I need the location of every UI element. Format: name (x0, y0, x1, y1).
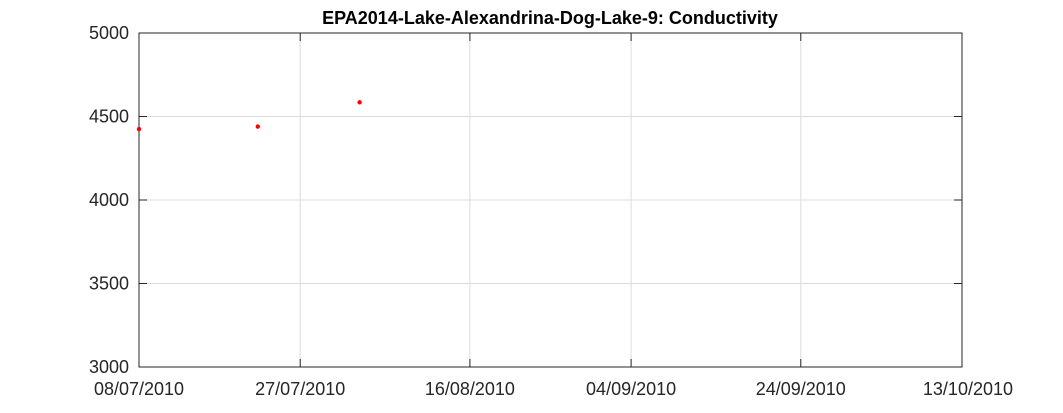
y-tick-labels: 3000 3500 4000 4500 5000 (89, 23, 129, 377)
data-point (357, 100, 362, 105)
x-tick-labels: 08/07/2010 27/07/2010 16/08/2010 04/09/2010… (94, 379, 1013, 399)
x-tick-label: 24/09/2010 (756, 379, 846, 399)
data-points (136, 100, 362, 132)
y-tick-label: 4000 (89, 190, 129, 210)
chart-title: EPA2014-Lake-Alexandrina-Dog-Lake-9: Con… (322, 8, 778, 28)
y-tick-label: 3500 (89, 274, 129, 294)
x-tick-label: 04/09/2010 (586, 379, 676, 399)
ticks (138, 32, 963, 368)
y-tick-label: 3000 (89, 357, 129, 377)
y-tick-label: 5000 (89, 23, 129, 43)
x-tick-label: 27/07/2010 (255, 379, 345, 399)
x-tick-label: 08/07/2010 (94, 379, 184, 399)
data-point (255, 124, 260, 129)
y-tick-label: 4500 (89, 107, 129, 127)
data-point (136, 126, 142, 132)
x-tick-label: 16/08/2010 (425, 379, 515, 399)
x-tick-label: 13/10/2010 (923, 379, 1013, 399)
grid (139, 33, 962, 367)
